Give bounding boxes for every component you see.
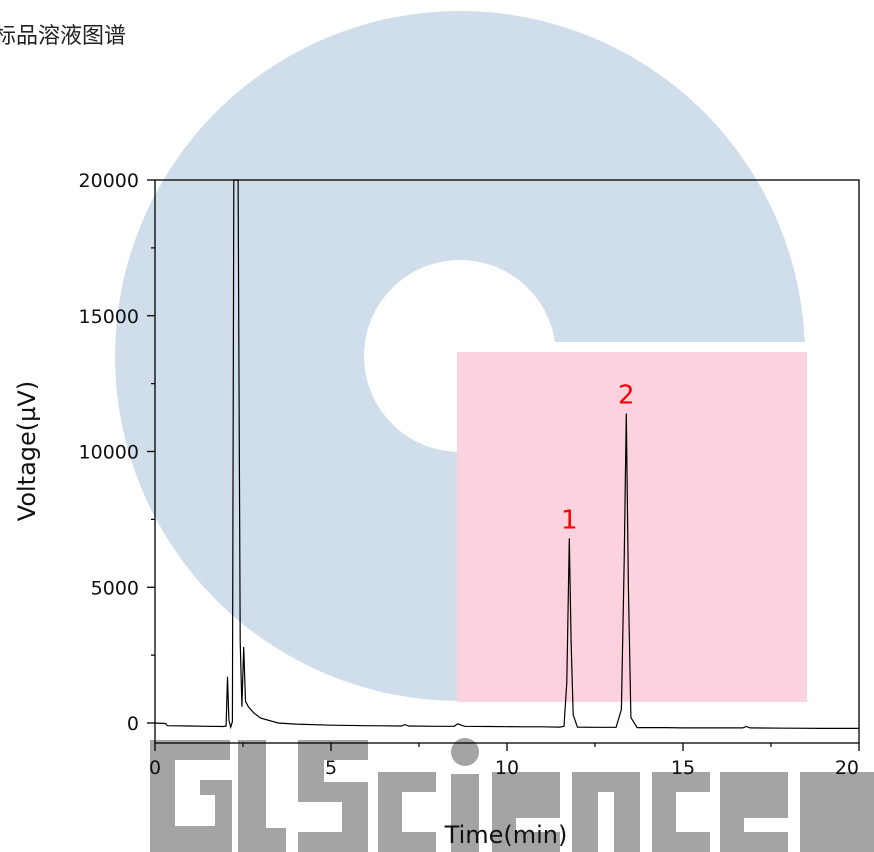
x-axis: 0 5 10 15 20 <box>149 743 860 779</box>
gl-sciences-watermark <box>115 11 874 852</box>
y-tick-label: 10000 <box>79 442 139 464</box>
series-line-chromatogram <box>154 179 859 730</box>
peak-label: 1 <box>561 505 578 535</box>
y-tick-label: 5000 <box>91 577 139 599</box>
y-tick-label: 15000 <box>79 306 139 328</box>
x-tick-label: 5 <box>325 757 337 779</box>
peak-label: 2 <box>618 380 635 410</box>
y-axis-title: Voltage(µV) <box>13 381 41 521</box>
x-tick-label: 20 <box>835 757 859 779</box>
y-axis: 0 5000 10000 15000 20000 <box>79 170 155 735</box>
y-tick-label: 0 <box>127 713 139 735</box>
logo-lettering <box>150 738 874 852</box>
x-tick-label: 15 <box>671 757 695 779</box>
chart-title: 标品溶液图谱 <box>0 24 127 49</box>
x-axis-title: Time(min) <box>444 821 568 849</box>
logo-square <box>457 352 807 702</box>
y-tick-label: 20000 <box>79 170 139 192</box>
peak-annotations: 12 <box>561 380 635 535</box>
x-tick-label: 0 <box>149 757 161 779</box>
x-tick-label: 10 <box>495 757 519 779</box>
